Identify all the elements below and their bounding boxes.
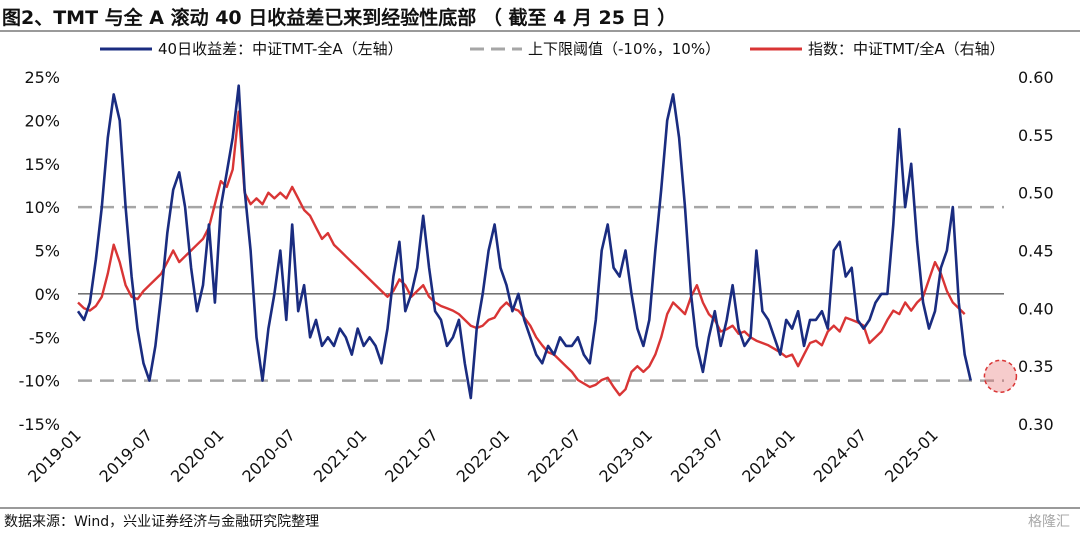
series-line-tmt-ratio — [77, 110, 966, 397]
x-axis: 2019-01 2019-07 2020-01 2020-07 2021-01 2021-… — [24, 425, 942, 486]
left-tick-label: 5% — [35, 242, 60, 261]
x-tick-label: 2021-01 — [310, 425, 371, 486]
right-axis: 0.60 0.55 0.50 0.45 0.40 0.35 0.30 — [1018, 68, 1054, 434]
legend-label-2: 指数：中证TMT/全A（右轴） — [808, 40, 1005, 58]
right-tick-label: 0.50 — [1018, 184, 1054, 203]
chart-title: 图2、TMT 与全 A 滚动 40 日收益差已来到经验性底部 （ 截至 4 月 … — [2, 7, 677, 29]
left-tick-label: 20% — [24, 111, 60, 130]
left-tick-label: 10% — [24, 198, 60, 217]
x-tick-label: 2022-01 — [453, 425, 514, 486]
dual-axis-line-chart: 40日收益差：中证TMT-全A（左轴） 上下限阈值（-10%，10%） 指数：中证T… — [19, 40, 1054, 486]
x-tick-label: 2020-01 — [167, 425, 228, 486]
legend-label-0: 40日收益差：中证TMT-全A（左轴） — [158, 40, 403, 58]
watermark-logo: 格隆汇 — [1028, 514, 1070, 530]
data-source-note: 数据来源：Wind，兴业证券经济与金融研究院整理 — [4, 514, 320, 530]
x-tick-label: 2025-01 — [881, 425, 942, 486]
chart-legend: 40日收益差：中证TMT-全A（左轴） 上下限阈值（-10%，10%） 指数：中证T… — [100, 40, 1005, 58]
series-line-return-spread — [76, 84, 972, 400]
left-axis: 25% 20% 15% 10% 5% 0% -5% -10% -15% — [19, 68, 60, 434]
highlight-marker — [983, 359, 1018, 394]
right-tick-label: 0.30 — [1018, 415, 1054, 434]
left-tick-label: -15% — [19, 415, 60, 434]
left-tick-label: 0% — [35, 285, 60, 304]
x-tick-label: 2023-07 — [667, 425, 728, 486]
left-tick-label: -5% — [29, 328, 60, 347]
right-tick-label: 0.35 — [1018, 357, 1054, 376]
x-tick-label: 2021-07 — [381, 425, 442, 486]
x-tick-label: 2024-07 — [810, 425, 871, 486]
legend-label-1: 上下限阈值（-10%，10%） — [528, 40, 720, 58]
x-tick-label: 2020-07 — [238, 425, 299, 486]
bottom-rule — [0, 507, 1080, 509]
x-tick-label: 2019-01 — [24, 425, 85, 486]
x-tick-label: 2024-01 — [738, 425, 799, 486]
x-tick-label: 2022-07 — [524, 425, 585, 486]
right-tick-label: 0.60 — [1018, 68, 1054, 87]
top-rule — [0, 30, 1080, 32]
right-tick-label: 0.40 — [1018, 299, 1054, 318]
x-tick-label: 2019-07 — [96, 425, 157, 486]
left-tick-label: -10% — [19, 372, 60, 391]
threshold-lines — [78, 205, 1004, 382]
series-lines — [76, 84, 972, 400]
left-tick-label: 25% — [24, 68, 60, 87]
left-tick-label: 15% — [24, 155, 60, 174]
x-tick-label: 2023-01 — [595, 425, 656, 486]
right-tick-label: 0.55 — [1018, 126, 1054, 145]
right-tick-label: 0.45 — [1018, 242, 1054, 261]
highlight-circle — [983, 359, 1018, 394]
